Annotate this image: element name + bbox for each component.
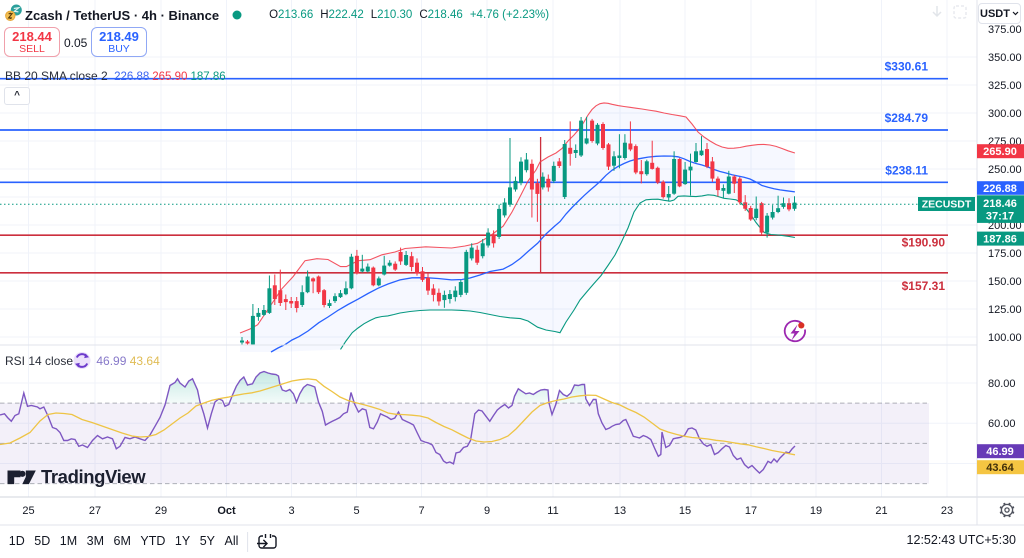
svg-text:375.00: 375.00 <box>988 24 1022 36</box>
svg-text:265.90: 265.90 <box>983 146 1017 158</box>
svg-text:25: 25 <box>22 505 34 517</box>
svg-text:37:17: 37:17 <box>986 210 1014 222</box>
svg-text:200.00: 200.00 <box>988 220 1022 232</box>
svg-text:21: 21 <box>875 505 887 517</box>
svg-text:$284.79: $284.79 <box>885 111 929 125</box>
svg-text:$238.11: $238.11 <box>885 163 928 177</box>
svg-text:350.00: 350.00 <box>988 52 1022 64</box>
svg-text:226.88: 226.88 <box>983 183 1017 195</box>
svg-text:100.00: 100.00 <box>988 332 1022 344</box>
svg-text:43.64: 43.64 <box>986 462 1014 474</box>
svg-text:Oct: Oct <box>217 505 236 517</box>
svg-text:175.00: 175.00 <box>988 248 1022 260</box>
svg-text:11: 11 <box>547 505 558 517</box>
svg-text:80.00: 80.00 <box>988 378 1016 390</box>
svg-text:325.00: 325.00 <box>988 80 1022 92</box>
svg-text:$330.61: $330.61 <box>885 60 929 74</box>
svg-text:$157.31: $157.31 <box>902 279 946 293</box>
svg-text:27: 27 <box>89 505 101 517</box>
svg-text:300.00: 300.00 <box>988 108 1022 120</box>
svg-text:9: 9 <box>484 505 490 517</box>
svg-text:$190.90: $190.90 <box>902 235 946 249</box>
svg-text:13: 13 <box>614 505 626 517</box>
svg-text:29: 29 <box>155 505 167 517</box>
svg-text:ZECUSDT: ZECUSDT <box>922 199 972 211</box>
svg-text:15: 15 <box>679 505 691 517</box>
svg-text:TradingView: TradingView <box>41 466 146 487</box>
svg-text:60.00: 60.00 <box>988 418 1016 430</box>
svg-text:218.46: 218.46 <box>983 198 1017 210</box>
svg-text:150.00: 150.00 <box>988 276 1022 288</box>
svg-text:187.86: 187.86 <box>983 234 1017 246</box>
svg-text:46.99: 46.99 <box>986 446 1014 458</box>
svg-text:5: 5 <box>353 505 359 517</box>
svg-text:17: 17 <box>745 505 757 517</box>
svg-text:3: 3 <box>288 505 294 517</box>
svg-text:19: 19 <box>810 505 822 517</box>
svg-text:23: 23 <box>941 505 953 517</box>
svg-text:7: 7 <box>418 505 424 517</box>
svg-text:125.00: 125.00 <box>988 304 1022 316</box>
svg-text:250.00: 250.00 <box>988 164 1022 176</box>
